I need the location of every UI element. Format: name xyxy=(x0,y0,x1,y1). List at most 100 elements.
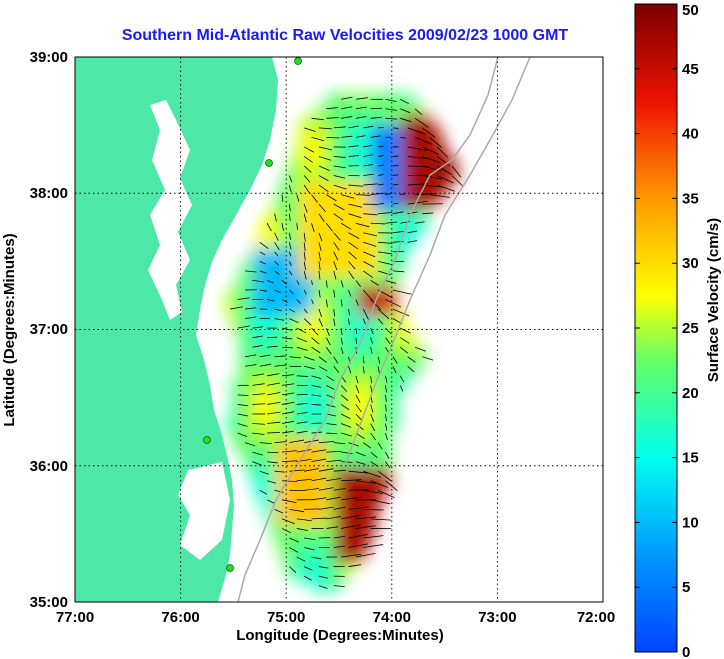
velocity-cell xyxy=(253,398,266,411)
velocity-vector xyxy=(340,222,352,230)
velocity-vector xyxy=(437,184,455,192)
velocity-vector xyxy=(326,194,337,202)
velocity-vector xyxy=(296,280,300,285)
velocity-vector xyxy=(348,489,369,491)
velocity-cell xyxy=(401,93,414,106)
velocity-cell xyxy=(386,398,399,411)
velocity-cell xyxy=(253,388,266,401)
velocity-vector xyxy=(325,280,328,288)
velocity-vector xyxy=(355,106,368,110)
velocity-vector xyxy=(422,175,443,180)
velocity-vector xyxy=(333,318,336,327)
velocity-vector xyxy=(303,289,307,295)
y-tick-label: 36:00 xyxy=(30,458,68,475)
velocity-vector xyxy=(326,385,335,390)
velocity-vector xyxy=(326,423,337,426)
velocity-vector xyxy=(362,308,370,321)
velocity-vector xyxy=(281,346,293,349)
velocity-vector xyxy=(252,383,265,386)
x-tick-label: 76:00 xyxy=(161,609,199,626)
velocity-vector xyxy=(289,289,294,295)
velocity-vector xyxy=(252,451,263,456)
velocity-vector xyxy=(274,251,279,257)
velocity-vector xyxy=(340,385,348,392)
velocity-vector xyxy=(355,194,371,196)
velocity-vector xyxy=(304,547,315,551)
velocity-vector xyxy=(385,193,392,196)
velocity-vector xyxy=(333,356,339,364)
velocity-vector xyxy=(303,175,311,183)
velocity-vector xyxy=(303,242,306,252)
velocity-vector xyxy=(267,461,278,464)
velocity-vector xyxy=(377,164,384,167)
velocity-vector xyxy=(318,365,328,372)
velocity-vector xyxy=(296,402,308,405)
velocity-vector xyxy=(340,394,349,402)
velocity-cell xyxy=(320,503,333,516)
velocity-vector xyxy=(274,441,287,443)
velocity-vector xyxy=(348,506,369,510)
velocity-vector xyxy=(259,354,271,358)
velocity-vector xyxy=(244,270,257,273)
velocity-vector xyxy=(348,318,350,325)
velocity-vector xyxy=(311,280,313,285)
velocity-vector xyxy=(281,420,295,424)
velocity-vector xyxy=(288,242,292,250)
velocity-vector xyxy=(355,385,360,394)
velocity-vector xyxy=(318,251,321,261)
velocity-vector xyxy=(400,108,411,114)
velocity-vector xyxy=(341,553,362,558)
velocity-vector xyxy=(267,336,278,339)
velocity-cell xyxy=(372,493,385,506)
velocity-vector xyxy=(318,308,323,318)
velocity-vector xyxy=(296,346,308,351)
velocity-vector xyxy=(385,404,387,412)
velocity-vector xyxy=(370,280,379,286)
velocity-vector xyxy=(281,450,298,453)
velocity-cell xyxy=(386,388,399,401)
velocity-vector xyxy=(363,154,373,157)
velocity-vector xyxy=(355,394,361,403)
velocity-vector xyxy=(311,137,325,142)
velocity-vector xyxy=(318,165,330,171)
velocity-vector xyxy=(399,375,405,383)
velocity-cell xyxy=(275,503,288,516)
velocity-cell xyxy=(431,131,444,144)
velocity-vector xyxy=(370,432,377,441)
velocity-vector xyxy=(244,442,256,447)
grid-lines xyxy=(75,57,603,602)
velocity-vector xyxy=(318,566,329,569)
velocity-vector xyxy=(296,430,308,434)
velocity-vector xyxy=(377,356,381,364)
hf-radar-stations xyxy=(203,57,302,572)
velocity-vector xyxy=(355,375,359,384)
velocity-vector xyxy=(318,585,328,589)
velocity-vector xyxy=(348,251,357,260)
velocity-vector xyxy=(281,280,287,285)
velocity-vector xyxy=(311,194,318,203)
velocity-vector xyxy=(303,575,312,581)
velocity-vector xyxy=(348,289,352,297)
velocity-vector xyxy=(259,489,268,495)
station-marker xyxy=(294,57,302,65)
velocity-vector xyxy=(362,356,365,364)
velocity-vector xyxy=(385,413,387,422)
velocity-vector xyxy=(244,316,257,319)
velocity-vector xyxy=(326,117,339,119)
velocity-vector xyxy=(340,347,344,355)
velocity-vector xyxy=(392,289,412,295)
velocity-vector xyxy=(363,213,378,216)
velocity-vector xyxy=(348,543,369,548)
velocity-vector xyxy=(267,451,279,454)
velocity-vector xyxy=(326,516,342,520)
velocity-vector xyxy=(341,96,353,100)
velocity-cell xyxy=(253,331,266,344)
velocity-vector xyxy=(370,116,382,119)
velocity-vector xyxy=(363,270,373,278)
velocity-vector xyxy=(318,441,335,443)
pamlico-sound xyxy=(178,462,230,560)
velocity-vector xyxy=(318,289,321,298)
velocity-vector xyxy=(407,183,428,186)
velocity-vector xyxy=(274,308,282,312)
